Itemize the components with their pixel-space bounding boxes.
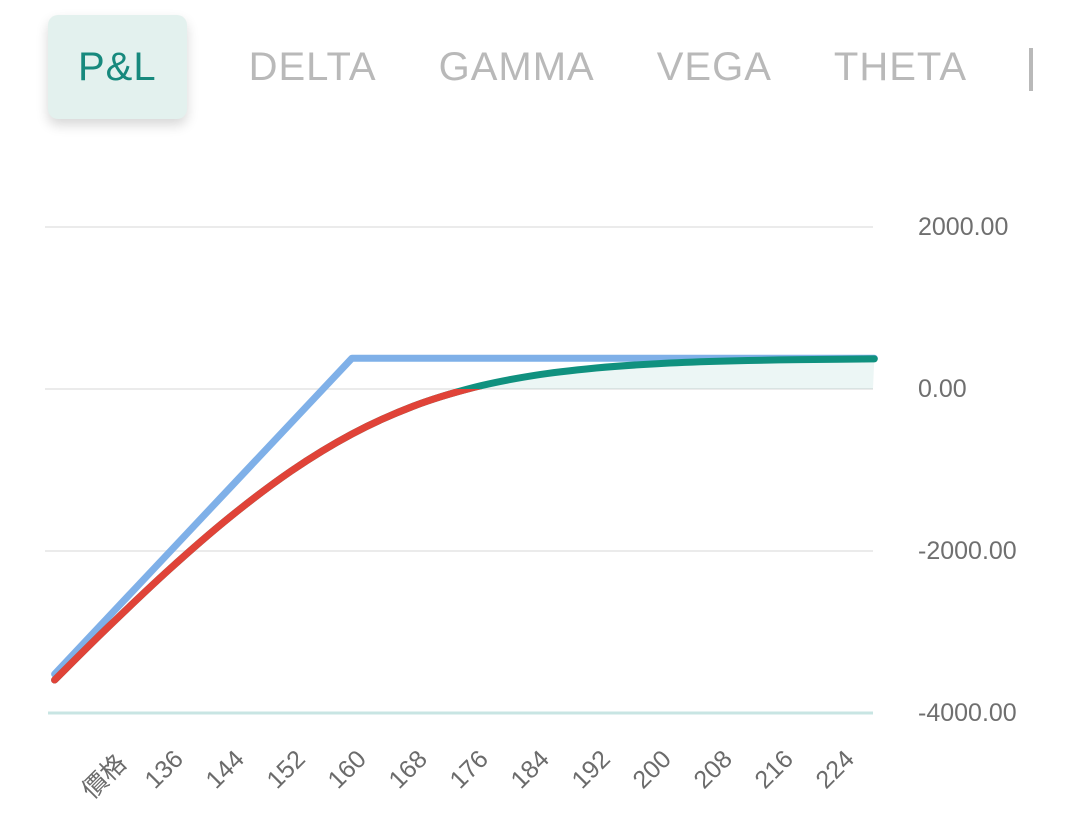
y-tick-label: -2000.00 xyxy=(918,537,1017,565)
x-tick-label: 224 xyxy=(810,745,860,795)
y-tick-label: -4000.00 xyxy=(918,699,1017,727)
x-tick-label: 208 xyxy=(688,745,738,795)
tab-delta[interactable]: DELTA xyxy=(248,45,377,89)
current-pnl-line-positive xyxy=(51,355,878,684)
current-pnl-line-negative xyxy=(51,389,483,684)
x-tick-label: 168 xyxy=(383,745,433,795)
tab-pnl[interactable]: P&L xyxy=(48,15,187,119)
x-tick-label: 176 xyxy=(444,745,494,795)
x-tick-label: 144 xyxy=(200,745,250,795)
x-tick-label: 160 xyxy=(322,745,372,795)
x-tick-label: 200 xyxy=(627,745,677,795)
x-axis-title-label: 價格 xyxy=(76,749,133,805)
tab-vega[interactable]: VEGA xyxy=(656,45,772,89)
x-tick-label: 136 xyxy=(139,745,189,795)
x-tick-label: 184 xyxy=(505,745,555,795)
tab-next-partial[interactable] xyxy=(1029,48,1033,91)
x-tick-label: 152 xyxy=(261,745,311,795)
y-tick-label: 2000.00 xyxy=(918,213,1009,241)
x-tick-label: 192 xyxy=(566,745,616,795)
y-tick-label: 0.00 xyxy=(918,375,967,403)
expiration-payoff-line xyxy=(51,354,878,678)
profit-fill-area xyxy=(54,358,875,389)
tab-gamma[interactable]: GAMMA xyxy=(438,45,595,89)
tab-theta[interactable]: THETA xyxy=(833,45,968,89)
tab-bar: P&L DELTA GAMMA VEGA THETA xyxy=(48,14,967,120)
x-tick-label: 216 xyxy=(749,745,799,795)
